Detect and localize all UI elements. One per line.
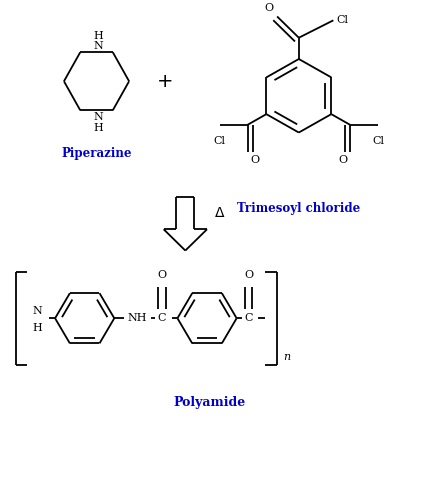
Text: O: O (338, 155, 347, 165)
Text: +: + (157, 72, 174, 91)
Text: Δ: Δ (215, 206, 224, 220)
Text: H: H (93, 30, 104, 40)
Text: O: O (157, 270, 166, 280)
Text: Cl: Cl (373, 136, 385, 146)
Text: N: N (32, 306, 42, 316)
Text: C: C (244, 314, 253, 324)
Text: N: N (93, 42, 104, 51)
Text: H: H (93, 123, 104, 133)
Text: O: O (244, 270, 253, 280)
Text: Piperazine: Piperazine (61, 147, 132, 160)
Text: N: N (93, 112, 104, 122)
Text: Cl: Cl (336, 16, 348, 26)
Text: NH: NH (127, 314, 147, 324)
Text: H: H (32, 323, 42, 333)
Text: O: O (250, 155, 260, 165)
Text: Polyamide: Polyamide (174, 396, 246, 408)
Text: Trimesoyl chloride: Trimesoyl chloride (237, 202, 360, 215)
Text: n: n (283, 352, 290, 362)
Text: O: O (264, 2, 273, 12)
Text: C: C (157, 314, 166, 324)
Text: Cl: Cl (213, 136, 225, 146)
